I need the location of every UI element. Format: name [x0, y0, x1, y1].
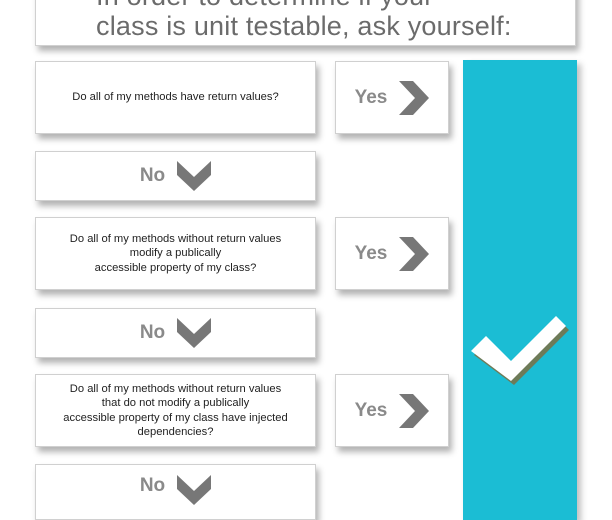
no-label-3: No — [139, 475, 166, 496]
title-line-1: In order to determine if your — [96, 0, 433, 12]
no-label-1: No — [139, 165, 166, 186]
yes-label-1: Yes — [354, 86, 388, 108]
chevron-down-icon — [177, 161, 212, 191]
chevron-right-icon — [399, 80, 430, 115]
question-3-box: Do all of my methods without return valu… — [35, 374, 316, 447]
title-line-2: class is unit testable, ask yourself: — [96, 11, 512, 41]
yes-label-2: Yes — [354, 242, 388, 264]
question-3-text: Do all of my methods without return valu… — [63, 382, 288, 439]
question-1-box: Do all of my methods have return values? — [35, 61, 316, 134]
chevron-right-icon — [399, 393, 430, 428]
no-box-1: No — [35, 151, 316, 201]
no-box-2: No — [35, 308, 316, 358]
question-1-text: Do all of my methods have return values? — [72, 91, 279, 104]
yes-box-3: Yes — [335, 374, 449, 447]
yes-box-2: Yes — [335, 217, 449, 290]
result-bar — [463, 60, 577, 520]
no-box-3: No — [35, 464, 316, 520]
yes-box-1: Yes — [335, 61, 449, 134]
yes-label-3: Yes — [354, 399, 388, 421]
question-2-box: Do all of my methods without return valu… — [35, 217, 316, 290]
question-2-text: Do all of my methods without return valu… — [69, 232, 282, 274]
checkmark-icon — [471, 316, 569, 385]
no-label-2: No — [139, 322, 166, 343]
chevron-down-icon — [177, 475, 212, 505]
chevron-down-icon — [177, 318, 212, 348]
chevron-right-icon — [399, 236, 430, 271]
title-card: In order to determine if your class is u… — [35, 0, 576, 46]
